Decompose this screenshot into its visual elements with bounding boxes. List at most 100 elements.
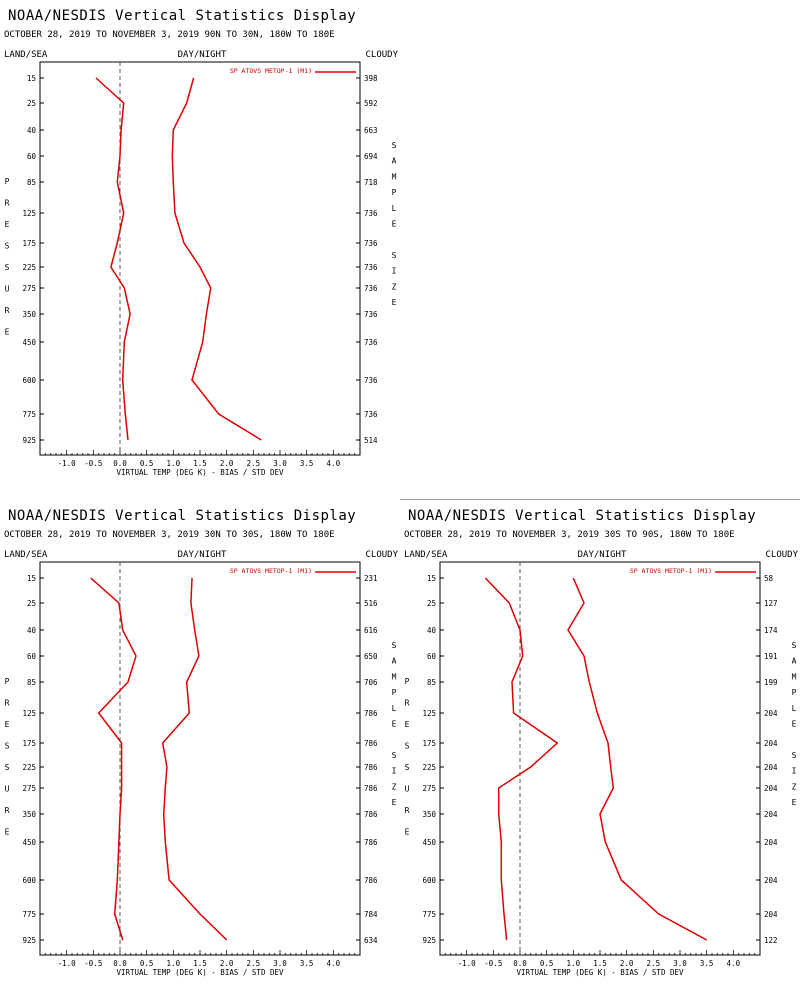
x-tick-label: 2.0 (220, 459, 234, 468)
pressure-tick-label: 15 (27, 574, 36, 583)
x-tick-label: 4.0 (727, 959, 741, 968)
sample-axis-letter: E (392, 298, 397, 307)
x-tick-label: 1.0 (167, 459, 181, 468)
pressure-axis-letter: R (405, 806, 410, 815)
sample-axis-letter: S (392, 751, 397, 760)
legend-label: SP ATOVS METOP-1 (M1) (230, 67, 312, 75)
land-sea-label: LAND/SEA (4, 50, 48, 60)
chart-subtitle: OCTOBER 28, 2019 TO NOVEMBER 3, 2019 30N… (4, 530, 335, 540)
x-tick-label: 3.0 (673, 959, 687, 968)
pressure-axis-letter: E (5, 720, 10, 729)
x-axis-label: VIRTUAL TEMP (DEG K) - BIAS / STD DEV (116, 968, 284, 977)
sample-size-label: 650 (364, 652, 378, 661)
sample-axis-letter: L (792, 704, 797, 713)
pressure-axis-letter: R (5, 699, 10, 708)
x-tick-label: 1.5 (593, 959, 607, 968)
x-tick-label: -0.5 (84, 459, 102, 468)
pressure-tick-label: 60 (427, 652, 437, 661)
sample-axis-letter: M (792, 672, 797, 681)
x-tick-label: -1.0 (58, 459, 77, 468)
plot-frame (39, 561, 361, 956)
sample-size-label: 786 (364, 838, 378, 847)
sample-axis-letter: S (792, 751, 797, 760)
pressure-axis-letter: U (5, 785, 10, 794)
x-tick-label: 2.0 (620, 959, 634, 968)
x-tick-label: 0.5 (140, 959, 154, 968)
std-dev-line (567, 577, 708, 941)
pressure-tick-label: 275 (422, 784, 436, 793)
sample-axis-letter: S (392, 641, 397, 650)
pressure-tick-label: 275 (22, 284, 36, 293)
sample-axis-letter: Z (792, 782, 797, 791)
sample-axis-letter: I (392, 767, 397, 776)
pressure-tick-label: 40 (427, 626, 437, 635)
pressure-axis-letter: P (5, 177, 10, 186)
sample-size-label: 736 (364, 310, 378, 319)
pressure-tick-label: 775 (22, 910, 36, 919)
x-tick-label: 0.0 (513, 959, 527, 968)
pressure-tick-label: 60 (27, 152, 37, 161)
sample-size-label: 204 (764, 763, 778, 772)
pressure-tick-label: 600 (22, 376, 36, 385)
pressure-tick-label: 125 (22, 709, 36, 718)
pressure-tick-label: 125 (22, 209, 36, 218)
pressure-tick-label: 450 (422, 838, 436, 847)
legend-label: SP ATOVS METOP-1 (M1) (630, 567, 712, 575)
x-tick-label: 2.5 (647, 959, 661, 968)
pressure-axis-letter: U (405, 785, 410, 794)
sample-size-label: 204 (764, 784, 778, 793)
sample-size-label: 786 (364, 876, 378, 885)
sample-axis-letter: S (392, 251, 397, 260)
pressure-axis-letter: S (5, 263, 10, 272)
sample-size-label: 786 (364, 810, 378, 819)
sample-size-label: 204 (764, 739, 778, 748)
sample-size-label: 736 (364, 338, 378, 347)
sample-axis-letter: P (392, 188, 397, 197)
pressure-axis-letter: R (5, 306, 10, 315)
sample-axis-letter: Z (392, 782, 397, 791)
x-tick-label: 3.5 (300, 459, 314, 468)
pressure-tick-label: 40 (27, 626, 37, 635)
day-night-label: DAY/NIGHT (178, 550, 227, 560)
sample-size-label: 786 (364, 739, 378, 748)
sample-size-label: 694 (364, 152, 378, 161)
plot-frame (439, 561, 761, 956)
pressure-axis-letter: E (5, 828, 10, 837)
x-tick-label: 0.0 (113, 459, 127, 468)
sample-size-label: 718 (364, 178, 378, 187)
sample-size-label: 592 (364, 99, 378, 108)
pressure-tick-label: 85 (427, 678, 436, 687)
pressure-tick-label: 85 (27, 678, 36, 687)
x-tick-label: 3.0 (273, 459, 287, 468)
sample-size-label: 786 (364, 709, 378, 718)
sample-axis-letter: E (392, 720, 397, 729)
sample-size-label: 199 (764, 678, 778, 687)
sample-axis-letter: S (392, 141, 397, 150)
pressure-tick-label: 450 (22, 338, 36, 347)
chart-panel-30n-30s: NOAA/NESDIS Vertical Statistics Display O… (0, 500, 400, 1000)
bias-line (90, 577, 137, 941)
sample-axis-letter: S (792, 641, 797, 650)
std-dev-line (171, 77, 262, 441)
sample-size-label: 736 (364, 239, 378, 248)
sample-axis-letter: A (792, 657, 797, 666)
pressure-tick-label: 175 (22, 239, 36, 248)
x-axis-label: VIRTUAL TEMP (DEG K) - BIAS / STD DEV (116, 468, 284, 477)
sample-size-label: 786 (364, 763, 378, 772)
bias-line (484, 577, 559, 941)
sample-size-label: 784 (364, 910, 378, 919)
pressure-tick-label: 125 (422, 709, 436, 718)
pressure-tick-label: 600 (422, 876, 436, 885)
pressure-tick-label: 275 (22, 784, 36, 793)
sample-axis-letter: A (392, 657, 397, 666)
pressure-tick-label: 775 (422, 910, 436, 919)
sample-axis-letter: E (792, 798, 797, 807)
x-tick-label: 2.5 (247, 959, 261, 968)
pressure-tick-label: 925 (22, 936, 36, 945)
land-sea-label: LAND/SEA (4, 550, 48, 560)
sample-axis-letter: L (392, 704, 397, 713)
x-tick-label: 1.0 (567, 959, 581, 968)
sample-axis-letter: A (392, 157, 397, 166)
pressure-axis-letter: P (405, 677, 410, 686)
sample-size-label: 127 (764, 599, 778, 608)
